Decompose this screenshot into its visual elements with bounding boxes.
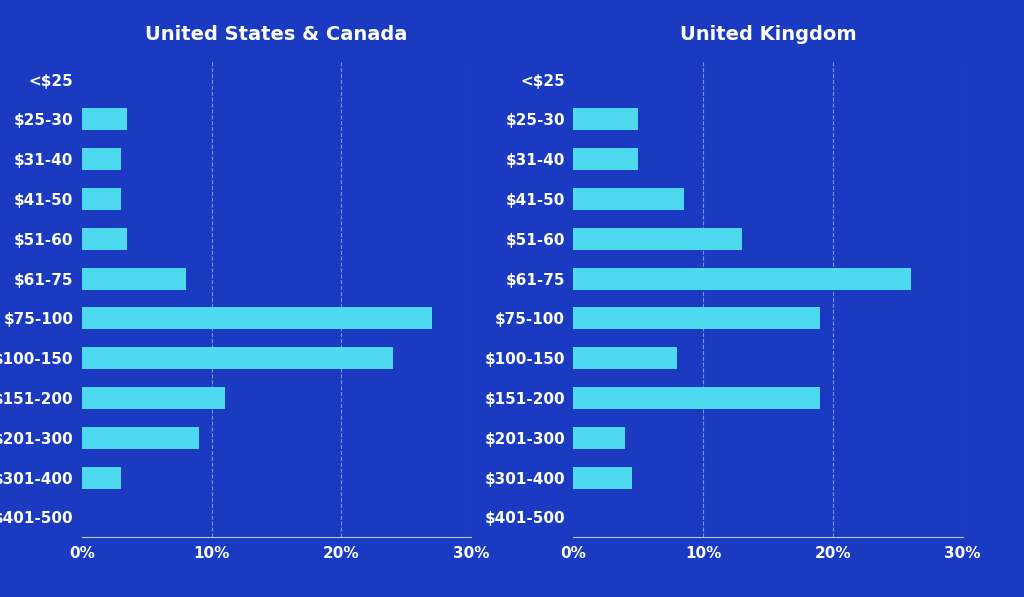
Bar: [82, 307, 432, 330]
Bar: [573, 188, 684, 210]
Bar: [82, 228, 127, 250]
Bar: [573, 467, 632, 488]
Bar: [82, 347, 393, 369]
Bar: [573, 267, 910, 290]
Bar: [82, 267, 185, 290]
Bar: [573, 307, 820, 330]
Bar: [82, 427, 199, 449]
Bar: [573, 228, 742, 250]
Bar: [573, 427, 626, 449]
Bar: [573, 387, 820, 409]
Bar: [82, 109, 127, 130]
Bar: [82, 148, 121, 170]
Title: United Kingdom: United Kingdom: [680, 25, 856, 44]
Bar: [573, 347, 677, 369]
Bar: [82, 188, 121, 210]
Title: United States & Canada: United States & Canada: [145, 25, 408, 44]
Bar: [573, 148, 638, 170]
Bar: [82, 387, 224, 409]
Bar: [82, 467, 121, 488]
Bar: [573, 109, 638, 130]
